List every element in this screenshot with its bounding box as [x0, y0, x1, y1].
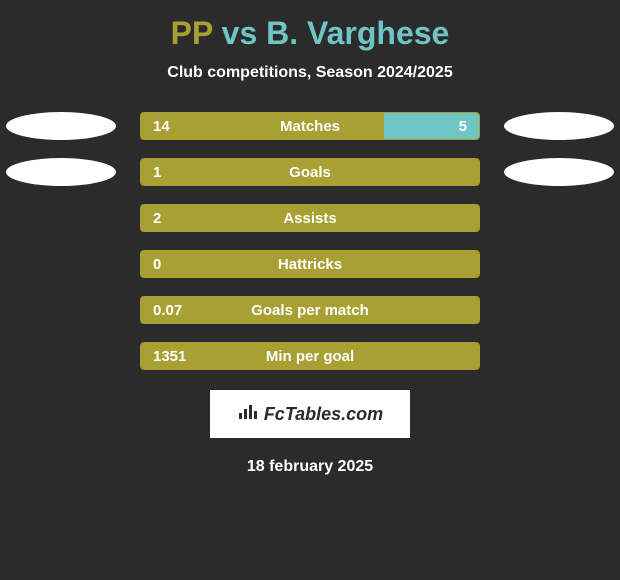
- stat-value-left: 0.07: [153, 302, 182, 319]
- stat-label: Matches: [280, 118, 340, 135]
- stat-value-left: 0: [153, 256, 161, 273]
- subtitle: Club competitions, Season 2024/2025: [167, 64, 452, 82]
- stat-bar: 14 5 Matches: [140, 112, 480, 140]
- comparison-container: PP vs B. Varghese Club competitions, Sea…: [0, 0, 620, 491]
- stat-bar: 1351 Min per goal: [140, 342, 480, 370]
- logo-box: FcTables.com: [210, 390, 410, 438]
- stat-value-left: 2: [153, 210, 161, 227]
- chart-icon: [237, 403, 259, 426]
- date-text: 18 february 2025: [247, 458, 373, 476]
- stat-value-left: 14: [153, 118, 170, 135]
- team-oval-right: [504, 112, 614, 140]
- stat-row: 1 Goals: [0, 158, 620, 186]
- player2-name: B. Varghese: [266, 15, 449, 51]
- stat-label: Goals per match: [251, 302, 369, 319]
- stat-value-left: 1351: [153, 348, 186, 365]
- stat-value-right: 5: [459, 118, 467, 135]
- team-oval-left: [6, 158, 116, 186]
- bar-fill-left: [141, 113, 384, 139]
- stat-label: Hattricks: [278, 256, 342, 273]
- stat-row: 0 Hattricks: [0, 250, 620, 278]
- stat-label: Min per goal: [266, 348, 354, 365]
- stat-row: 1351 Min per goal: [0, 342, 620, 370]
- page-title: PP vs B. Varghese: [171, 15, 450, 52]
- team-oval-right: [504, 158, 614, 186]
- stats-section: 14 5 Matches 1 Goals 2 Assists 0 Hattricks 0.07 Go…: [0, 112, 620, 370]
- stat-bar: 2 Assists: [140, 204, 480, 232]
- stat-row: 14 5 Matches: [0, 112, 620, 140]
- stat-row: 2 Assists: [0, 204, 620, 232]
- stat-bar: 0 Hattricks: [140, 250, 480, 278]
- stat-value-left: 1: [153, 164, 161, 181]
- stat-row: 0.07 Goals per match: [0, 296, 620, 324]
- player1-name: PP: [171, 15, 213, 51]
- team-oval-left: [6, 112, 116, 140]
- logo-text: FcTables.com: [264, 404, 383, 425]
- stat-label: Assists: [283, 210, 336, 227]
- stat-bar: 0.07 Goals per match: [140, 296, 480, 324]
- stat-bar: 1 Goals: [140, 158, 480, 186]
- vs-text: vs: [222, 15, 258, 51]
- stat-label: Goals: [289, 164, 331, 181]
